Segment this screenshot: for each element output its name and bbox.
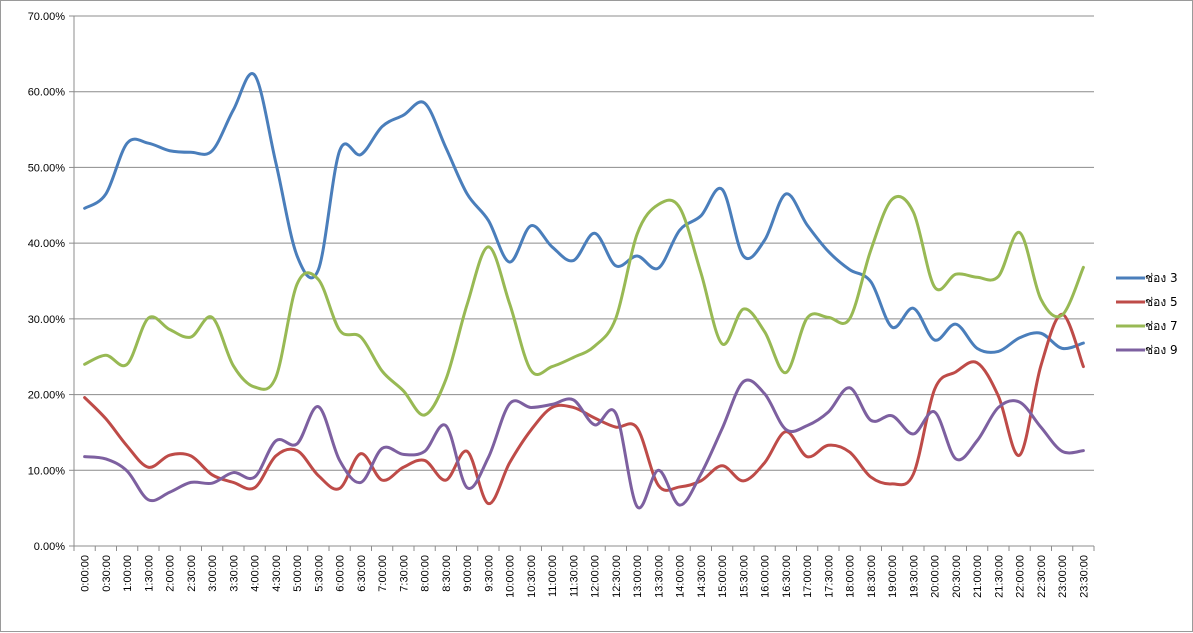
legend: ช่อง 3 ช่อง 5 ช่อง 7 ช่อง 9	[1116, 271, 1178, 357]
x-tick-label: 20:30:00	[951, 555, 963, 598]
x-tick-label: 23:00:00	[1057, 555, 1069, 598]
x-tick-label: 0:30:00	[101, 555, 113, 592]
x-tick-label: 8:00:00	[420, 555, 432, 592]
x-tick-label: 10:00:00	[505, 555, 517, 598]
x-tick-label: 4:00:00	[250, 555, 262, 592]
x-tick-label: 7:30:00	[398, 555, 410, 592]
x-tick-label: 22:00:00	[1015, 555, 1027, 598]
series-lines	[83, 72, 1085, 510]
x-tick-label: 2:30:00	[186, 555, 198, 592]
legend-label: ช่อง 3	[1145, 271, 1178, 285]
x-tick-label: 11:00:00	[547, 555, 559, 597]
axes	[69, 15, 1095, 551]
x-tick-label: 19:30:00	[908, 555, 920, 598]
series-line-4	[83, 378, 1085, 510]
legend-label: ช่อง 5	[1145, 295, 1178, 309]
x-tick-label: 16:00:00	[760, 555, 772, 598]
x-tick-label: 15:00:00	[717, 555, 729, 598]
y-tick-label: 50.00%	[28, 162, 66, 174]
x-tick-label: 1:30:00	[143, 555, 155, 592]
x-tick-label: 21:00:00	[972, 555, 984, 598]
y-axis-tick-labels: 0.00% 10.00% 20.00% 30.00% 40.00% 50.00% 60.00…	[28, 11, 66, 553]
x-tick-label: 12:30:00	[611, 555, 623, 598]
gridlines	[74, 15, 1094, 471]
legend-label: ช่อง 9	[1145, 343, 1178, 357]
x-tick-label: 21:30:00	[993, 555, 1005, 598]
series-line-3	[83, 195, 1085, 417]
x-tick-label: 22:30:00	[1036, 555, 1048, 598]
x-tick-label: 5:00:00	[292, 555, 304, 592]
x-tick-label: 8:30:00	[441, 555, 453, 592]
x-tick-label: 9:00:00	[462, 555, 474, 592]
x-tick-label: 6:30:00	[356, 555, 368, 592]
y-tick-label: 70.00%	[28, 11, 66, 23]
y-tick-label: 40.00%	[28, 238, 66, 250]
x-tick-label: 16:30:00	[781, 555, 793, 598]
y-tick-label: 10.00%	[28, 465, 66, 477]
x-tick-label: 3:30:00	[228, 555, 240, 592]
y-tick-label: 30.00%	[28, 314, 66, 326]
x-tick-label: 1:00:00	[122, 555, 134, 592]
y-tick-label: 20.00%	[28, 390, 66, 402]
x-tick-label: 7:00:00	[377, 555, 389, 592]
legend-label: ช่อง 7	[1145, 319, 1178, 333]
x-tick-label: 17:00:00	[802, 555, 814, 598]
x-tick-label: 20:00:00	[930, 555, 942, 598]
series-line-1	[83, 72, 1085, 354]
x-tick-label: 6:00:00	[335, 555, 347, 592]
x-tick-label: 18:00:00	[845, 555, 857, 598]
x-tick-label: 13:30:00	[653, 555, 665, 598]
x-tick-label: 10:30:00	[526, 555, 538, 598]
x-tick-label: 11:30:00	[568, 555, 580, 597]
x-tick-label: 15:30:00	[738, 555, 750, 598]
x-tick-label: 18:30:00	[866, 555, 878, 598]
x-tick-label: 17:30:00	[823, 555, 835, 598]
x-tick-label: 13:00:00	[632, 555, 644, 598]
x-tick-label: 23:30:00	[1078, 555, 1090, 598]
x-tick-label: 3:00:00	[207, 555, 219, 592]
y-tick-label: 60.00%	[28, 87, 66, 99]
x-axis-tick-labels: 0:00:00 0:30:00 1:00:00 1:30:00 2:00:00 2:30:…	[80, 555, 1091, 598]
x-tick-label: 12:00:00	[590, 555, 602, 598]
x-tick-label: 9:30:00	[483, 555, 495, 592]
x-tick-label: 4:30:00	[271, 555, 283, 592]
x-tick-label: 19:00:00	[887, 555, 899, 598]
x-tick-label: 14:00:00	[675, 555, 687, 598]
x-tick-label: 14:30:00	[696, 555, 708, 598]
x-tick-label: 2:00:00	[165, 555, 177, 592]
y-tick-label: 0.00%	[34, 541, 65, 553]
x-tick-label: 0:00:00	[80, 555, 92, 592]
series-line-2	[83, 312, 1085, 506]
x-tick-label: 5:30:00	[313, 555, 325, 592]
